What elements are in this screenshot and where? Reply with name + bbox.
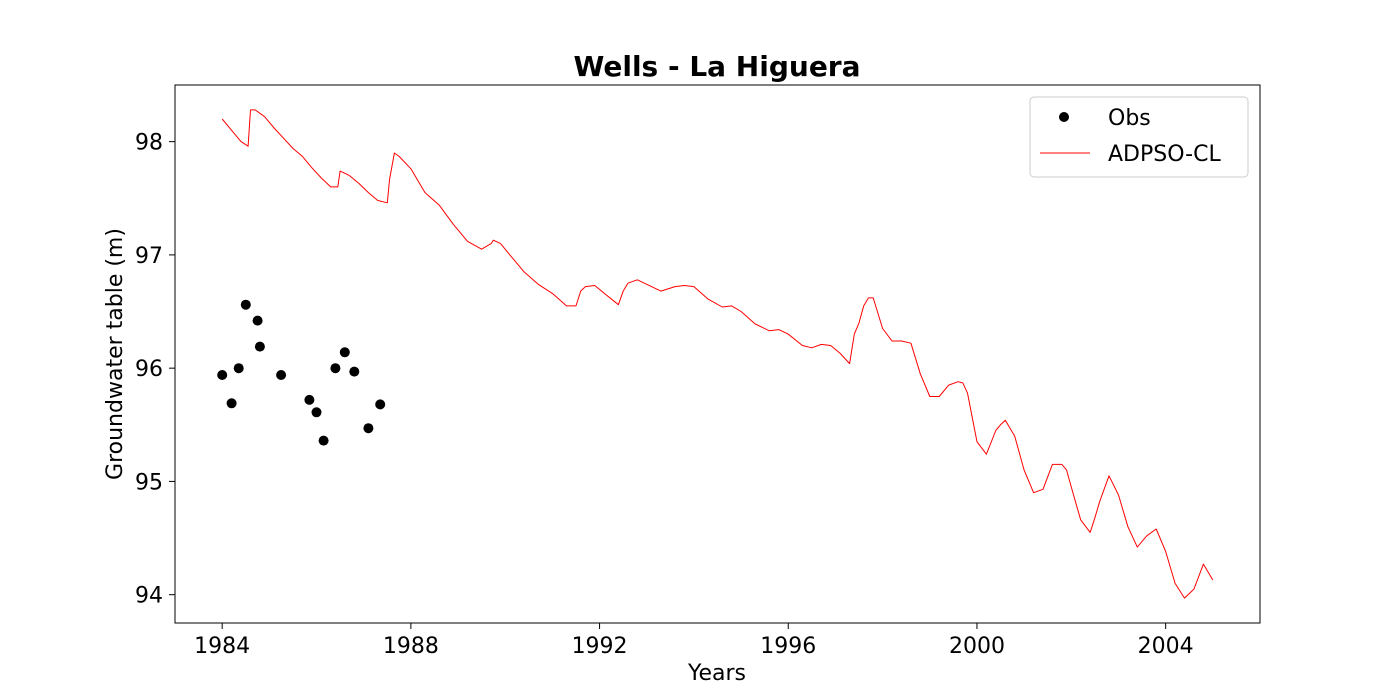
y-tick-label: 97 bbox=[135, 244, 163, 269]
y-tick-label: 94 bbox=[135, 584, 163, 609]
obs-point bbox=[339, 347, 350, 358]
obs-point bbox=[254, 341, 265, 352]
plot-area bbox=[217, 109, 1214, 599]
obs-point bbox=[217, 370, 228, 380]
x-tick-label: 2000 bbox=[949, 634, 1005, 659]
adpso-cl-series bbox=[221, 109, 1214, 599]
legend-adpso-label: ADPSO-CL bbox=[1108, 142, 1221, 167]
obs-point bbox=[276, 370, 287, 380]
chart-title: Wells - La Higuera bbox=[573, 50, 860, 83]
legend: Obs ADPSO-CL bbox=[1029, 96, 1249, 178]
y-tick-label: 98 bbox=[135, 131, 163, 156]
y-tick-label: 96 bbox=[135, 357, 163, 382]
obs-point bbox=[330, 363, 341, 374]
x-tick-label: 1992 bbox=[572, 634, 628, 659]
obs-point bbox=[304, 394, 315, 405]
plot-frame bbox=[174, 84, 1261, 624]
y-axis-label: Groundwater table (m) bbox=[103, 228, 128, 480]
x-tick-label: 1988 bbox=[383, 634, 439, 659]
x-axis-ticks: 1984 1988 1992 1996 2000 2004 bbox=[194, 623, 1194, 659]
obs-point bbox=[252, 315, 263, 326]
obs-point bbox=[363, 423, 374, 434]
obs-point bbox=[240, 299, 251, 310]
obs-series bbox=[217, 299, 386, 446]
obs-point bbox=[233, 363, 244, 374]
y-axis-ticks: 94 95 96 97 98 bbox=[135, 131, 175, 609]
x-tick-label: 1996 bbox=[760, 634, 816, 659]
x-axis-label: Years bbox=[687, 661, 746, 686]
legend-obs-marker bbox=[1059, 112, 1069, 122]
legend-box bbox=[1029, 96, 1249, 178]
obs-point bbox=[311, 407, 322, 418]
x-tick-label: 1984 bbox=[194, 634, 250, 659]
obs-point bbox=[226, 398, 237, 409]
adpso-cl-line bbox=[221, 109, 1214, 599]
obs-point bbox=[375, 399, 386, 410]
obs-point bbox=[318, 435, 329, 446]
y-tick-label: 95 bbox=[135, 470, 163, 495]
obs-point bbox=[349, 366, 360, 377]
x-tick-label: 2004 bbox=[1138, 634, 1194, 659]
legend-obs-label: Obs bbox=[1108, 106, 1151, 131]
